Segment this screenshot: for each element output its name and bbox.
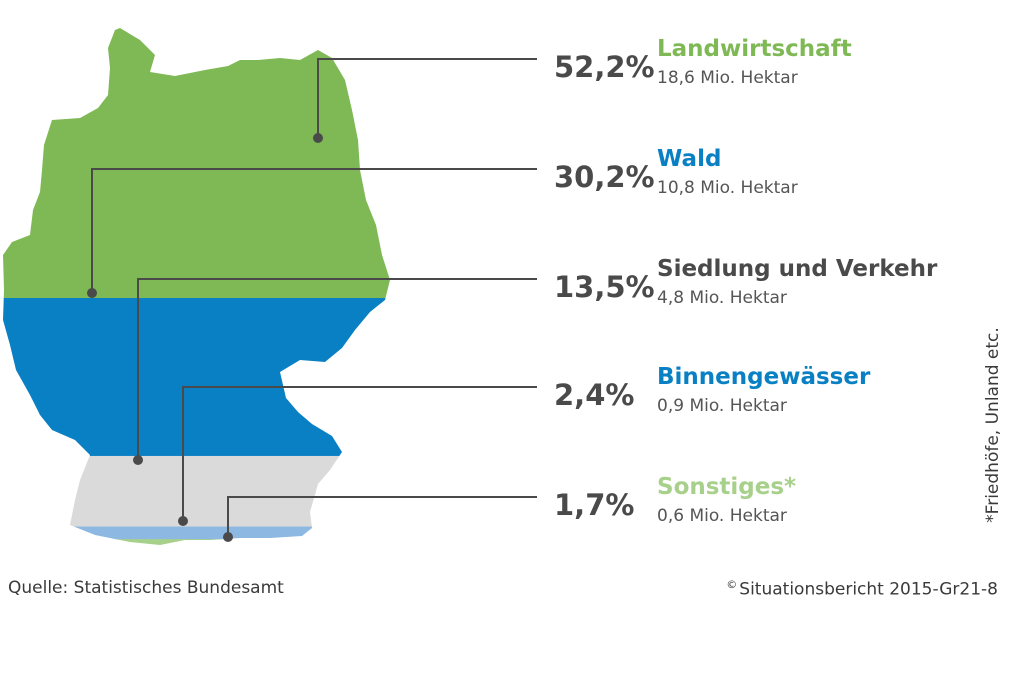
area-label-wald: 10,8 Mio. Hektar <box>657 178 798 198</box>
footnote-sonstiges: *Friedhöfe, Unland etc. <box>983 327 1003 523</box>
value-label-landwirtschaft: 52,2% <box>554 50 655 84</box>
leader-line-binnengewässer <box>182 386 537 521</box>
category-label-binnengewässer: Binnengewässer <box>657 364 871 390</box>
copyright-text: Situationsbericht 2015-Gr21-8 <box>739 579 998 600</box>
leader-dot-sonstiges <box>223 532 233 542</box>
leader-line-wald <box>91 168 537 293</box>
leader-line-siedlung-und-verkehr <box>137 278 537 460</box>
germany-map <box>3 28 390 545</box>
copyright-note: © Situationsbericht 2015-Gr21-8 <box>726 578 998 600</box>
area-label-landwirtschaft: 18,6 Mio. Hektar <box>657 68 798 88</box>
category-label-sonstiges: Sonstiges* <box>657 474 796 500</box>
source-note: Quelle: Statistisches Bundesamt <box>8 578 284 598</box>
map-band-sonstiges <box>3 539 390 545</box>
value-label-wald: 30,2% <box>554 160 655 194</box>
leader-dot-siedlung-und-verkehr <box>133 455 143 465</box>
copyright-symbol: © <box>726 578 738 591</box>
map-band-siedlung-und-verkehr <box>3 455 390 528</box>
area-label-sonstiges: 0,6 Mio. Hektar <box>657 506 787 526</box>
category-labels: 52,2%Landwirtschaft 18,6 Mio. Hektar 30,2%… <box>554 36 938 526</box>
category-label-siedlung-und-verkehr: Siedlung und Verkehr <box>657 256 938 282</box>
leader-lines <box>87 58 537 542</box>
leader-dot-binnengewässer <box>178 516 188 526</box>
leader-dot-landwirtschaft <box>313 133 323 143</box>
leader-line-landwirtschaft <box>317 58 537 138</box>
map-band-binnengewässer <box>3 526 390 540</box>
area-label-siedlung-und-verkehr: 4,8 Mio. Hektar <box>657 288 787 308</box>
value-label-binnengewässer: 2,4% <box>554 378 634 412</box>
area-label-binnengewässer: 0,9 Mio. Hektar <box>657 396 787 416</box>
value-label-siedlung-und-verkehr: 13,5% <box>554 270 655 304</box>
category-label-wald: Wald <box>657 146 721 172</box>
value-label-sonstiges: 1,7% <box>554 488 634 522</box>
map-band-landwirtschaft <box>3 28 390 299</box>
category-label-landwirtschaft: Landwirtschaft <box>657 36 852 62</box>
map-band-wald <box>3 298 390 457</box>
leader-line-sonstiges <box>227 496 537 537</box>
leader-dot-wald <box>87 288 97 298</box>
